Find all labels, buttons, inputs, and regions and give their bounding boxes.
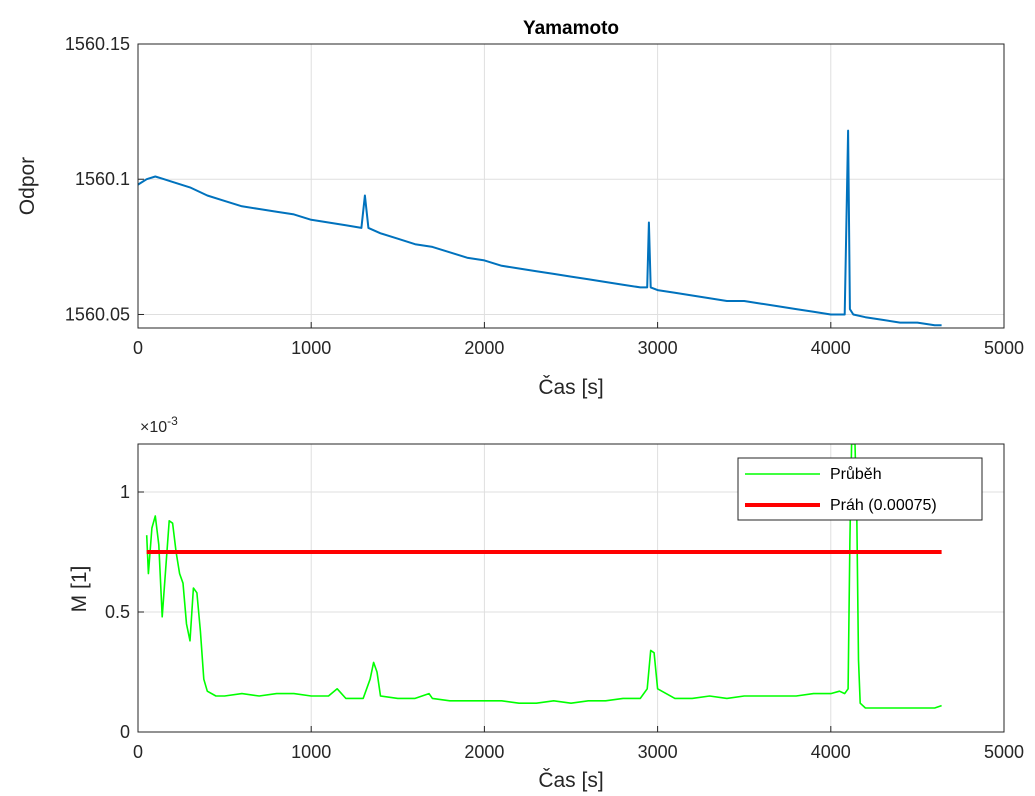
- legend: Průběh Práh (0.00075): [737, 457, 983, 521]
- x-tick-label: 0: [133, 338, 143, 358]
- x-tick-label: 3000: [638, 338, 678, 358]
- x-tick-label: 4000: [811, 338, 851, 358]
- series-line-ax1-0: [138, 129, 942, 327]
- x-tick-label: 2000: [464, 338, 504, 358]
- y-tick-label: 1560.05: [65, 304, 130, 324]
- bottom-plot: 0 1000 2000 3000 4000 5000 0 0.5 1 ×10-3 Čas [s]…: [68, 414, 1024, 792]
- x-tick-label: 2000: [464, 742, 504, 762]
- y-tick-label: 0.5: [105, 602, 130, 622]
- legend-label-prubeh: Průběh: [830, 465, 882, 483]
- y-tick-label: 1: [120, 482, 130, 502]
- x-axis-label: Čas [s]: [538, 376, 603, 399]
- chart-title: Yamamoto: [523, 18, 619, 39]
- y-axis-label: Odpor: [16, 157, 39, 215]
- legend-label-prah: Práh (0.00075): [830, 497, 937, 514]
- y-tick-label: 1560.1: [75, 169, 130, 189]
- x-tick-label: 1000: [291, 742, 331, 762]
- series-line-pr-b-h: [145, 444, 942, 709]
- top-plot: 0 1000 2000 3000 4000 5000 1560.05 1560.1 1560.1…: [16, 18, 1024, 399]
- x-tick-label: 0: [133, 742, 143, 762]
- x-tick-label: 5000: [984, 338, 1024, 358]
- y-tick-label: 1560.15: [65, 34, 130, 54]
- x-tick-label: 4000: [811, 742, 851, 762]
- y-axis-label: M [1]: [68, 566, 91, 613]
- x-tick-label: 3000: [638, 742, 678, 762]
- x-axis-label: Čas [s]: [538, 769, 603, 792]
- x-tick-label: 5000: [984, 742, 1024, 762]
- y-exponent-label: ×10-3: [140, 414, 178, 436]
- x-tick-label: 1000: [291, 338, 331, 358]
- y-tick-label: 0: [120, 722, 130, 742]
